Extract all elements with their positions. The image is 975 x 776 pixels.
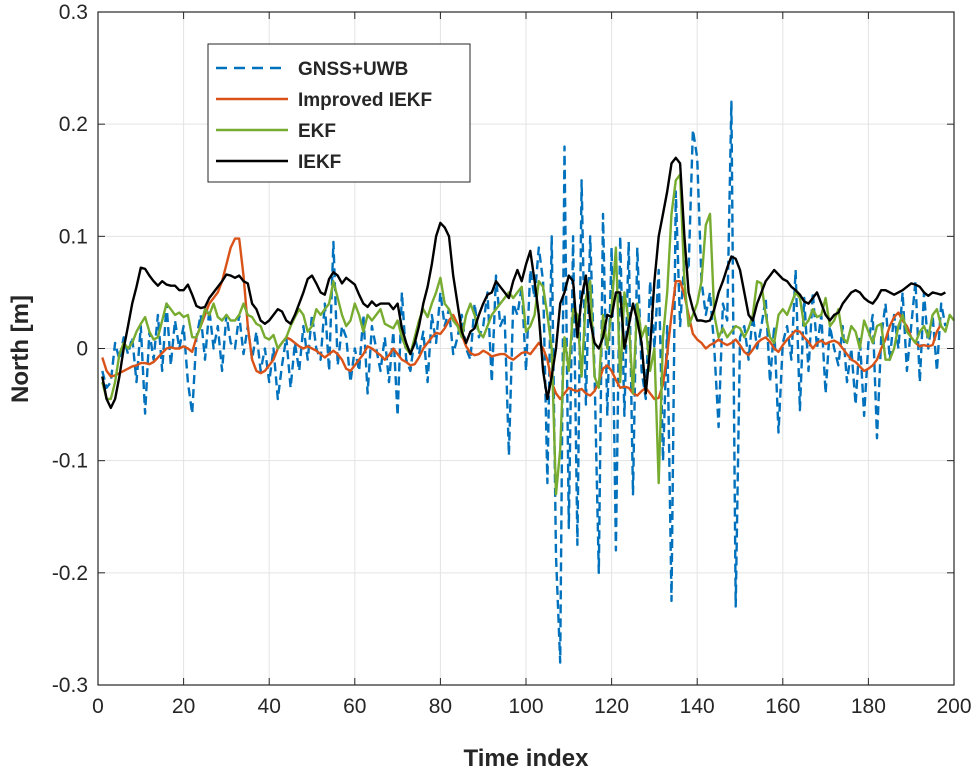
series-line-iekf: [101, 156, 946, 410]
series-line-gnss-uwb: [101, 100, 947, 664]
x-tick-label: 140: [680, 695, 715, 718]
y-tick-label: 0.1: [59, 225, 88, 248]
x-tick-label: 0: [92, 695, 104, 718]
y-tick-label: -0.1: [52, 450, 88, 473]
x-tick-label: 160: [765, 695, 800, 718]
y-tick-label: 0: [76, 338, 88, 361]
x-tick-label: 120: [594, 695, 629, 718]
y-tick-label: -0.3: [52, 674, 88, 697]
series-line-ekf: [101, 173, 955, 496]
y-axis-title: North [m]: [7, 295, 34, 403]
series-line-improved-iekf: [101, 237, 943, 401]
legend-label: GNSS+UWB: [298, 59, 408, 80]
x-tick-label: 100: [508, 695, 543, 718]
x-tick-label: 180: [851, 695, 886, 718]
x-tick-label: 60: [343, 695, 366, 718]
legend-label: IEKF: [298, 152, 341, 173]
y-tick-label: 0.2: [59, 113, 88, 136]
axis-ticks: 0 20 40 60 80 100 120 140 160 180 2000.30.20.10-0.…: [52, 1, 972, 718]
legend-box: [207, 43, 471, 183]
x-tick-label: 40: [258, 695, 281, 718]
x-tick-label: 200: [936, 695, 971, 718]
y-tick-label: -0.2: [52, 562, 88, 585]
data-series: [101, 100, 955, 664]
legend-label: EKF: [298, 121, 336, 142]
x-axis-title: Time index: [464, 745, 590, 772]
legend-label: Improved IEKF: [298, 90, 432, 111]
x-tick-label: 20: [172, 695, 195, 718]
y-tick-label: 0.3: [59, 1, 88, 24]
legend: GNSS+UWB Improved IEKF EKF IEKF: [207, 43, 471, 183]
x-tick-label: 80: [429, 695, 452, 718]
